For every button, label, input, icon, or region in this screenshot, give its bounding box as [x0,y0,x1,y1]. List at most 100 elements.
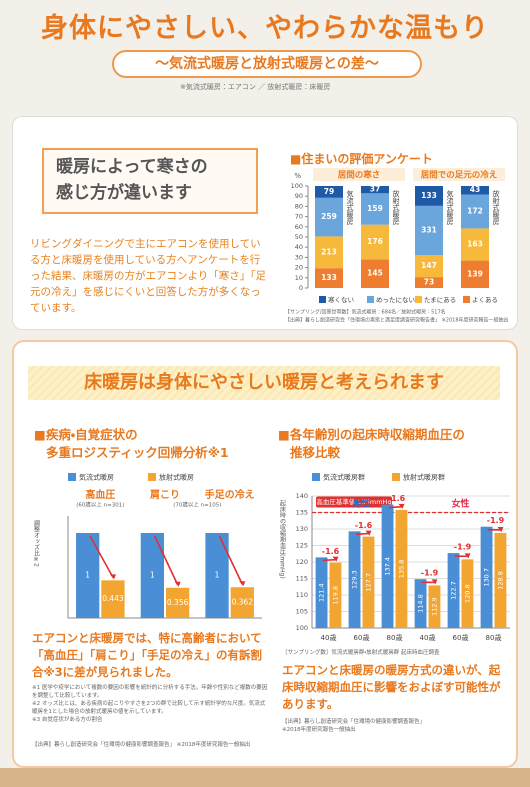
chart-title: ■住まいの評価アンケート [290,150,433,167]
y-tick-label: 140 [296,492,308,500]
value-label: 0.443 [102,594,124,603]
arrow [388,506,402,509]
y-tick-label: 110 [296,591,308,599]
bar [480,526,493,628]
bar [315,557,328,628]
value-label: 135.8 [397,560,405,579]
bullet: ■ [278,427,290,442]
category-label: 放射式暖房 [392,189,400,226]
bar-segment [461,186,489,195]
legend-swatch [415,296,422,303]
value-label: 119.8 [331,586,339,605]
value-label: 79 [324,187,334,196]
value-label: 0.362 [232,598,254,607]
y-axis-label: 調整オッズ比※2 [33,520,40,567]
arrow-head [398,503,405,509]
bar-segment [461,260,489,288]
x-tick-label: 80歳 [387,633,403,642]
bar [461,559,474,628]
chart-note: 【出典】暮らし創造研究会「住環境の実態と満足度調査研究報告書」 ※2018年度研… [285,317,509,324]
difference-label: -1.6 [322,547,340,556]
bar-segment [361,259,389,288]
legend-swatch [367,296,374,303]
y-tick-label: 135 [296,509,308,517]
category-note: (70歳以上 n=105) [173,501,221,509]
bullet: ■ [34,427,46,442]
bar-segment [415,186,443,206]
bar [101,580,125,618]
legend-label: 気流式暖房 [79,473,114,482]
group-label-bg [413,168,505,181]
bar [329,562,342,628]
intro-heading-box: 暖房によって寒さの 感じ方が違います [42,148,258,214]
legend-label: 気流式暖房群 [323,473,365,482]
footnote: ※3 自覚症状がある方の割合 [32,717,103,723]
bar-segment [361,186,389,194]
y-tick-label: 40 [295,243,303,251]
chart: % 0 10 20 30 40 50 60 70 80 90 100 居間の寒さ 居間での足元の冷え 133… [285,168,509,324]
source: 【出典】暮らし創造研究会「住環境の健康影響調査報告」 ※2018年度研究報告一般… [32,742,251,748]
chart-note: 【サンプリング/回答世帯数】気流式暖房：684名／放射式暖房：517名 [285,309,446,316]
bar [414,579,427,628]
category-note: (60歳以上 n=301) [76,501,124,509]
arrow-head [365,530,372,536]
arrow-head [332,556,339,562]
legend-label: 放射式暖房群 [403,473,445,482]
y-axis-label: % [294,172,301,180]
y-tick-label: 100 [291,182,303,190]
legend-swatch [68,473,76,481]
arrow [218,535,244,585]
y-tick-label: 100 [296,624,308,632]
reference-label: 高血圧基準値 135mmHg [316,497,391,506]
y-tick-label: 120 [296,558,308,566]
y-tick-label: 105 [296,608,308,616]
value-label: 147 [421,261,437,270]
bar-segment [415,277,443,288]
value-label: 129.3 [351,570,359,589]
bullet: ■ [290,152,302,166]
y-tick-label: 30 [295,253,303,261]
value-label: 159 [367,204,383,213]
group-label-bg [313,168,405,181]
value-label: 139 [467,269,483,278]
arrow-head [497,526,504,532]
arrow-head [174,581,181,587]
legend-label: めったにない [376,296,415,304]
bar [381,504,394,628]
y-tick-label: 130 [296,525,308,533]
y-tick-label: 10 [295,274,303,282]
legend-label: よくある [472,296,498,304]
value-label: 259 [321,212,337,221]
value-label: 1 [215,571,220,580]
value-label: 137.4 [384,557,392,576]
y-tick-label: 115 [296,575,308,583]
y-tick-label: 60 [295,223,303,231]
intro-body: リビングダイニングで主にエアコンを使用している方と床暖房を使用している方へアンケ… [30,238,267,314]
legend-swatch [312,473,320,481]
bar-segment [361,193,389,225]
category-label: 高血圧 [85,488,115,501]
value-label: 331 [421,226,437,235]
legend-label: 放射式暖房 [159,473,194,482]
bar [395,509,408,628]
value-label: 37 [370,185,380,194]
group-label: 女性 [451,498,469,510]
chart-title-text: 各年齢別の起床時収縮期血圧の [289,427,465,442]
bar [76,533,100,618]
y-tick-label: 80 [295,202,303,210]
value-label: 213 [321,247,337,256]
value-label: 176 [367,237,383,246]
note: ［サンプリング数］気流式暖房群・放射式暖房群 起床時血圧調査 [282,650,440,656]
bar-segment [315,197,343,237]
category-label: 気流式暖房 [346,189,354,226]
chart-title: ■各年齢別の起床時収縮期血圧の 推移比較 [278,426,465,462]
bar-segment [415,205,443,256]
bar-segment [315,268,343,288]
difference-label: -1.9 [421,569,439,578]
bar-segment [315,236,343,269]
legend-swatch [319,296,326,303]
x-tick-label: 80歳 [486,633,502,642]
difference-label: -1.9 [487,516,505,525]
difference-label: -1.6 [355,521,373,530]
